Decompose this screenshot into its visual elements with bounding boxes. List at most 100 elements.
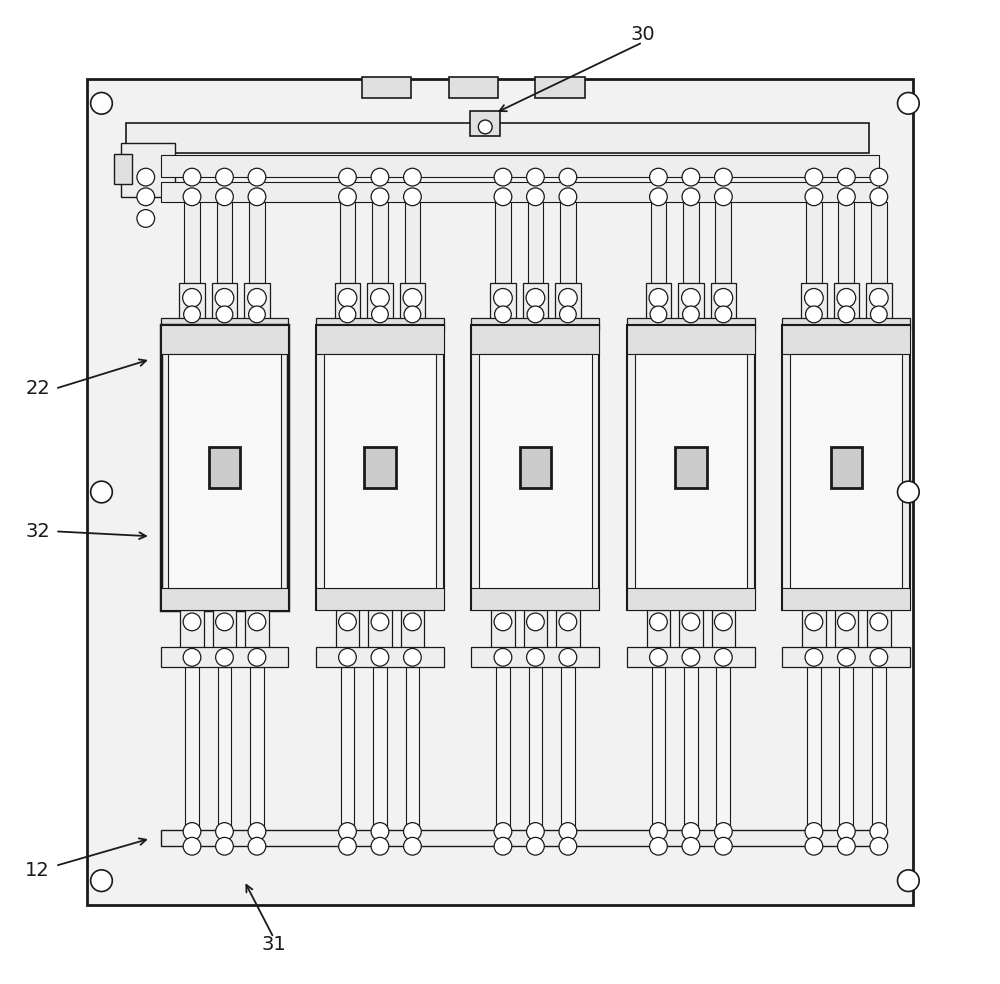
Circle shape — [527, 188, 544, 206]
Bar — [249, 202, 265, 283]
Circle shape — [838, 306, 855, 323]
Circle shape — [714, 288, 733, 307]
Bar — [491, 610, 515, 649]
Bar — [782, 325, 910, 354]
Text: 30: 30 — [630, 25, 655, 44]
Bar — [471, 647, 599, 667]
Circle shape — [91, 92, 112, 114]
Bar — [179, 283, 205, 325]
Circle shape — [559, 288, 577, 307]
Bar — [683, 202, 699, 283]
Bar — [806, 202, 822, 283]
Bar — [801, 283, 827, 325]
Bar — [209, 447, 240, 488]
Circle shape — [371, 188, 389, 206]
Bar — [651, 202, 666, 283]
Circle shape — [494, 288, 512, 307]
Circle shape — [526, 288, 545, 307]
Bar — [316, 588, 444, 610]
Bar — [560, 202, 576, 283]
Circle shape — [371, 168, 389, 186]
Bar — [834, 283, 859, 325]
Circle shape — [339, 188, 356, 206]
Bar — [368, 610, 392, 649]
Circle shape — [560, 306, 576, 323]
Circle shape — [404, 837, 421, 855]
Circle shape — [404, 613, 421, 631]
Circle shape — [216, 648, 233, 666]
Bar — [364, 447, 396, 488]
Bar — [490, 283, 516, 325]
Bar — [627, 318, 755, 330]
Bar — [679, 610, 703, 649]
Circle shape — [683, 306, 699, 323]
Bar — [316, 318, 444, 330]
Bar — [524, 610, 547, 649]
Circle shape — [248, 168, 266, 186]
Circle shape — [248, 188, 266, 206]
Circle shape — [216, 823, 233, 840]
Bar — [316, 647, 444, 667]
Circle shape — [870, 613, 888, 631]
Circle shape — [805, 288, 823, 307]
Bar — [711, 283, 736, 325]
Circle shape — [838, 837, 855, 855]
Bar — [635, 354, 747, 588]
Circle shape — [805, 823, 823, 840]
Circle shape — [339, 837, 356, 855]
Bar — [715, 202, 731, 283]
Bar — [449, 77, 498, 98]
Bar — [790, 354, 902, 588]
Text: 31: 31 — [261, 935, 286, 954]
Circle shape — [806, 306, 822, 323]
Circle shape — [715, 837, 732, 855]
Circle shape — [216, 168, 233, 186]
Bar — [782, 647, 910, 667]
Circle shape — [559, 837, 577, 855]
Bar — [324, 354, 436, 588]
Circle shape — [248, 837, 266, 855]
Circle shape — [559, 823, 577, 840]
Bar — [405, 202, 420, 283]
Text: 22: 22 — [25, 379, 50, 399]
Bar — [555, 283, 581, 325]
Circle shape — [339, 306, 356, 323]
Circle shape — [494, 168, 512, 186]
Circle shape — [137, 188, 155, 206]
Circle shape — [404, 188, 421, 206]
Bar — [471, 588, 599, 610]
Circle shape — [215, 288, 234, 307]
Circle shape — [404, 823, 421, 840]
Bar — [161, 325, 288, 610]
Circle shape — [339, 823, 356, 840]
Circle shape — [404, 306, 421, 323]
Circle shape — [249, 306, 265, 323]
Bar — [627, 647, 755, 667]
Circle shape — [805, 613, 823, 631]
Circle shape — [527, 648, 544, 666]
Bar — [872, 667, 886, 829]
Circle shape — [682, 823, 700, 840]
Circle shape — [805, 188, 823, 206]
Circle shape — [650, 613, 667, 631]
Bar — [556, 610, 580, 649]
Bar — [716, 667, 730, 829]
Circle shape — [682, 613, 700, 631]
Bar — [523, 283, 548, 325]
Circle shape — [870, 168, 888, 186]
Bar — [831, 447, 862, 488]
Bar — [838, 202, 854, 283]
Circle shape — [838, 188, 855, 206]
Circle shape — [650, 188, 667, 206]
Circle shape — [682, 648, 700, 666]
Bar — [212, 283, 237, 325]
Circle shape — [650, 837, 667, 855]
Circle shape — [248, 648, 266, 666]
Circle shape — [183, 188, 201, 206]
Circle shape — [838, 168, 855, 186]
Bar — [678, 283, 704, 325]
Bar — [712, 610, 735, 649]
Circle shape — [559, 613, 577, 631]
Circle shape — [403, 288, 422, 307]
Circle shape — [248, 613, 266, 631]
